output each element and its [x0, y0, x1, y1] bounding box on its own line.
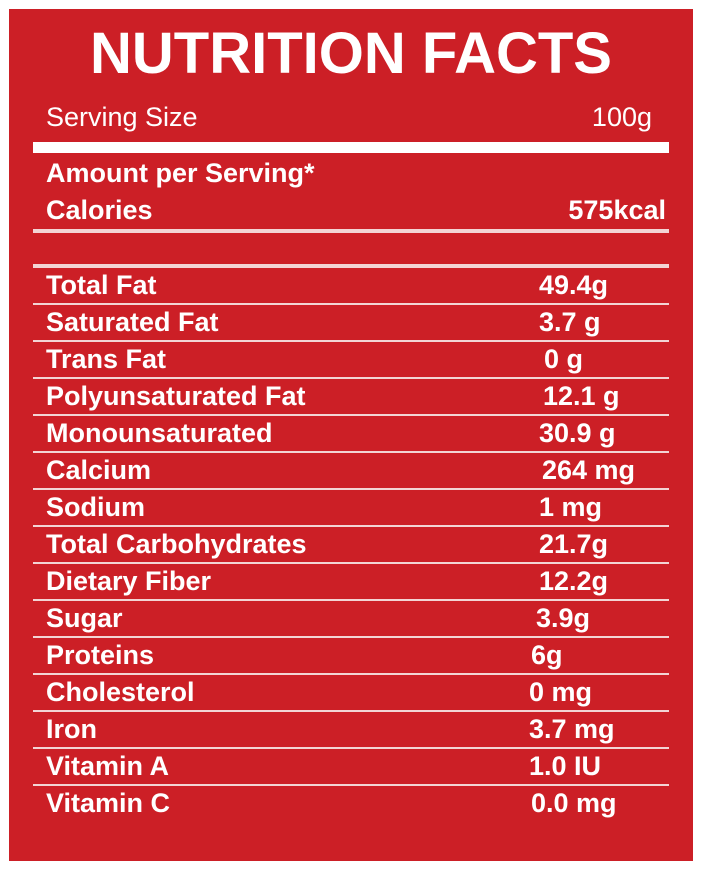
amount-per-serving-row: Amount per Serving*	[46, 156, 666, 190]
calories-row: Calories 575kcal	[46, 193, 666, 227]
nutrient-value: 21.7g	[539, 529, 609, 559]
divider	[33, 303, 669, 305]
nutrient-value: 0 g	[544, 344, 584, 374]
divider	[33, 747, 669, 749]
nutrient-name: Saturated Fat	[46, 307, 219, 337]
nutrient-row: Total Carbohydrates 21.7g	[46, 527, 666, 561]
nutrient-name: Polyunsaturated Fat	[46, 381, 306, 411]
nutrient-value: 1.0 IU	[529, 751, 602, 781]
amount-per-serving-label: Amount per Serving*	[46, 158, 315, 188]
nutrient-name: Sodium	[46, 492, 145, 522]
divider	[33, 414, 669, 416]
serving-size-row: Serving Size 100g	[46, 100, 666, 134]
nutrient-value: 264 mg	[542, 455, 636, 485]
nutrient-row: Cholesterol 0 mg	[46, 675, 666, 709]
nutrient-row: Total Fat 49.4g	[46, 268, 666, 302]
nutrient-name: Proteins	[46, 640, 155, 670]
nutrient-value: 30.9 g	[539, 418, 616, 448]
nutrient-row: Sugar 3.9g	[46, 601, 666, 635]
nutrient-name: Vitamin A	[46, 751, 170, 781]
nutrient-name: Dietary Fiber	[46, 566, 212, 596]
nutrient-row: Vitamin A 1.0 IU	[46, 749, 666, 783]
divider	[33, 340, 669, 342]
divider	[33, 377, 669, 379]
divider	[33, 488, 669, 490]
nutrient-value: 3.7 g	[539, 307, 601, 337]
divider	[33, 784, 669, 786]
nutrient-name: Monounsaturated	[46, 418, 273, 448]
divider	[33, 710, 669, 712]
nutrient-row: Monounsaturated 30.9 g	[46, 416, 666, 450]
divider	[33, 636, 669, 638]
nutrient-row: Saturated Fat 3.7 g	[46, 305, 666, 339]
serving-size-label: Serving Size	[46, 102, 198, 132]
divider	[33, 525, 669, 527]
divider	[33, 229, 669, 233]
divider	[33, 599, 669, 601]
label-title: NUTRITION FACTS	[90, 21, 612, 86]
nutrient-row: Vitamin C 0.0 mg	[46, 786, 666, 820]
nutrient-name: Total Fat	[46, 270, 157, 300]
nutrient-name: Cholesterol	[46, 677, 195, 707]
nutrient-name: Vitamin C	[46, 788, 171, 818]
nutrient-name: Iron	[46, 714, 97, 744]
nutrient-value: 12.1 g	[543, 381, 620, 411]
nutrient-name: Trans Fat	[46, 344, 167, 374]
nutrient-row: Iron 3.7 mg	[46, 712, 666, 746]
nutrient-name: Calcium	[46, 455, 152, 485]
nutrient-row: Sodium 1 mg	[46, 490, 666, 524]
nutrient-value: 49.4g	[539, 270, 609, 300]
calories-value: 575kcal	[568, 195, 666, 225]
nutrient-value: 12.2g	[539, 566, 609, 596]
calories-label: Calories	[46, 195, 153, 225]
divider	[33, 264, 669, 268]
nutrient-row: Dietary Fiber 12.2g	[46, 564, 666, 598]
nutrient-row: Proteins 6g	[46, 638, 666, 672]
nutrient-value: 0 mg	[529, 677, 593, 707]
nutrient-value: 3.7 mg	[529, 714, 615, 744]
serving-size-value: 100g	[591, 102, 652, 132]
nutrient-value: 6g	[531, 640, 563, 670]
nutrition-facts-label: NUTRITION FACTS Serving Size 100g Amount…	[9, 9, 693, 861]
nutrient-name: Sugar	[46, 603, 123, 633]
nutrient-value: 3.9g	[536, 603, 591, 633]
nutrient-name: Total Carbohydrates	[46, 529, 307, 559]
nutrient-row: Calcium 264 mg	[46, 453, 666, 487]
nutrient-row: Trans Fat 0 g	[46, 342, 666, 376]
divider	[33, 673, 669, 675]
thick-divider	[33, 142, 669, 153]
nutrient-value: 0.0 mg	[531, 788, 617, 818]
divider	[33, 451, 669, 453]
divider	[33, 562, 669, 564]
nutrient-value: 1 mg	[539, 492, 603, 522]
nutrient-row: Polyunsaturated Fat 12.1 g	[46, 379, 666, 413]
